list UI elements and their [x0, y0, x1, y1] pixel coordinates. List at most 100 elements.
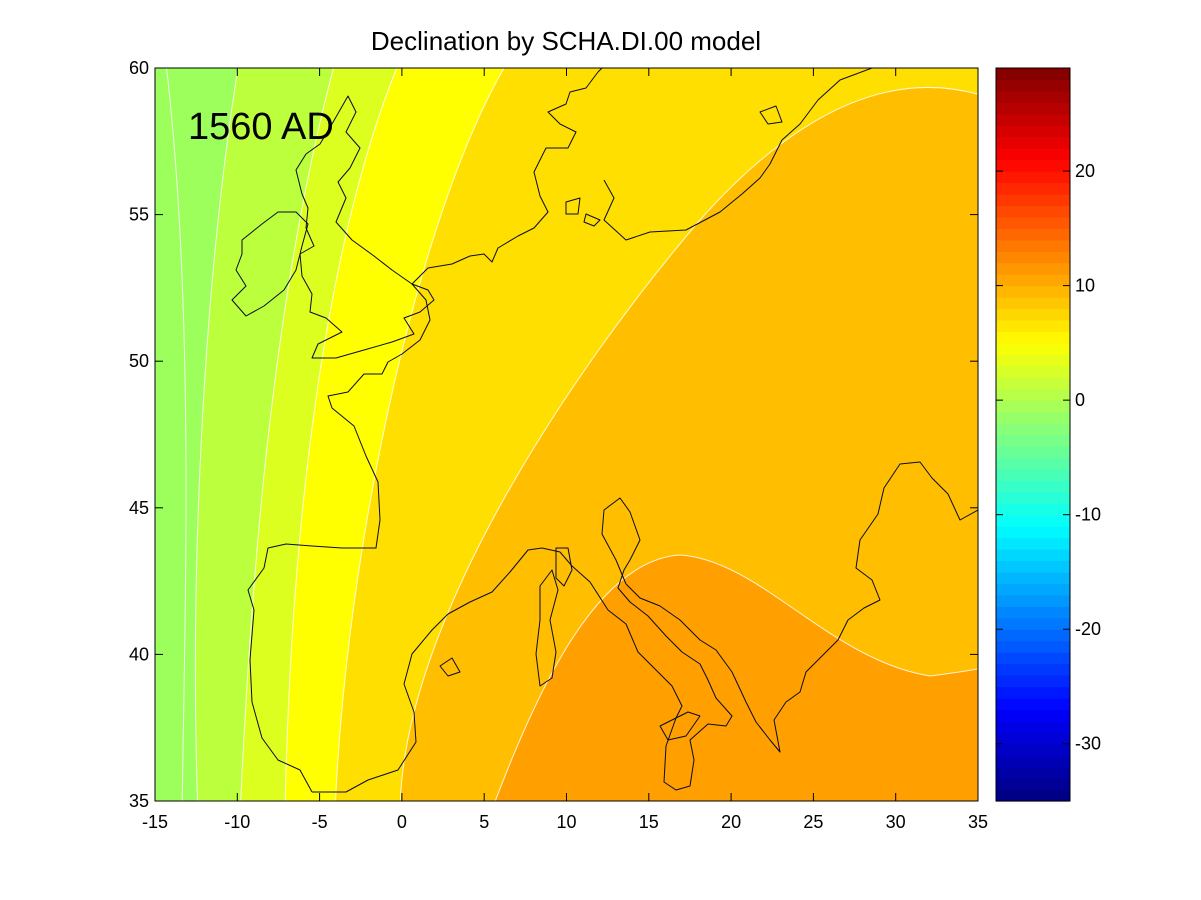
colorbar-swatch — [996, 285, 1070, 298]
colorbar-swatch — [996, 514, 1070, 527]
coastline — [295, 95, 435, 359]
colorbar-swatch — [996, 732, 1070, 745]
colorbar-swatch — [996, 79, 1070, 92]
colorbar-swatch — [996, 537, 1070, 550]
colorbar-swatch — [996, 171, 1070, 184]
colorbar-swatch — [996, 262, 1070, 275]
colorbar-swatch — [996, 560, 1070, 573]
colorbar-swatch — [996, 388, 1070, 401]
colorbar-swatch — [996, 148, 1070, 161]
colorbar-swatch — [996, 606, 1070, 619]
colorbar-swatch — [996, 125, 1070, 138]
x-axis: -15 -10 -5 0 5 10 15 20 25 30 35 — [142, 68, 988, 832]
colorbar-swatch — [996, 274, 1070, 287]
contour-lines — [166, 68, 978, 801]
colorbar-swatch — [996, 445, 1070, 459]
coastline — [759, 105, 783, 125]
colorbar-tick-label: 0 — [1075, 390, 1085, 410]
colorbar-tick-label: 10 — [1075, 276, 1095, 296]
contour-bands — [155, 68, 978, 801]
colorbar-swatch — [996, 102, 1070, 115]
contour-line — [284, 68, 398, 801]
colorbar-swatch — [996, 663, 1070, 676]
coastline — [231, 211, 309, 317]
colorbar-swatch — [996, 709, 1070, 722]
x-tick-label: 15 — [639, 812, 659, 832]
coastline — [565, 197, 581, 215]
colorbar-swatch — [996, 629, 1070, 642]
coastline — [555, 547, 573, 587]
colorbar-swatch — [996, 526, 1070, 539]
colorbar-swatch — [996, 411, 1070, 424]
contour-line — [399, 87, 978, 801]
colorbar-swatch — [996, 743, 1070, 756]
colorbar-swatch — [996, 365, 1070, 378]
x-tick-label: 10 — [556, 812, 576, 832]
colorbar: 20 10 0 -10 -20 -30 — [995, 67, 1101, 802]
y-tick-label: 55 — [129, 205, 149, 225]
colorbar-swatch — [996, 755, 1070, 768]
contour-line — [166, 68, 187, 801]
contour-line — [494, 554, 978, 801]
colorbar-tick-label: -30 — [1075, 734, 1101, 754]
colorbar-swatch — [996, 766, 1070, 779]
colorbar-swatch — [996, 434, 1070, 447]
colorbar-swatch — [996, 68, 1070, 81]
colorbar-swatch — [996, 297, 1070, 310]
y-tick-label: 40 — [129, 644, 149, 664]
colorbar-swatch — [996, 159, 1070, 172]
y-tick-label: 35 — [129, 791, 149, 811]
x-tick-label: -5 — [312, 812, 328, 832]
colorbar-ticks: 20 10 0 -10 -20 -30 — [996, 161, 1101, 754]
colorbar-swatch — [996, 480, 1070, 493]
colorbar-swatch — [996, 239, 1070, 252]
colorbar-tick-label: -20 — [1075, 619, 1101, 639]
y-tick-label: 50 — [129, 351, 149, 371]
coastline — [583, 213, 601, 227]
colorbar-swatch — [996, 571, 1070, 584]
y-axis: 35 40 45 50 55 60 — [129, 58, 978, 811]
chart-title: Declination by SCHA.DI.00 model — [371, 26, 761, 56]
colorbar-swatch — [996, 583, 1070, 596]
colorbar-frame — [995, 67, 1071, 802]
contour-band — [400, 87, 978, 801]
colorbar-swatch — [996, 423, 1070, 436]
y-tick-label: 60 — [129, 58, 149, 78]
coastline — [535, 569, 559, 687]
colorbar-swatch — [996, 193, 1070, 207]
colorbar-swatch — [996, 789, 1070, 802]
x-tick-label: 25 — [803, 812, 823, 832]
colorbar-swatch — [996, 697, 1070, 710]
coastline — [247, 68, 603, 793]
coastline — [659, 711, 701, 741]
colorbar-swatch — [996, 90, 1070, 103]
colorbar-swatch — [996, 652, 1070, 665]
colorbar-swatch — [996, 228, 1070, 241]
colorbar-swatch — [996, 216, 1070, 229]
coastline — [439, 657, 461, 677]
colorbar-swatch — [996, 400, 1070, 413]
colorbar-swatch — [996, 319, 1070, 333]
colorbar-swatch — [996, 549, 1070, 562]
colorbar-swatch — [996, 617, 1070, 630]
colorbar-swatch — [996, 136, 1070, 149]
colorbar-swatch — [996, 468, 1070, 481]
colorbar-tick-label: 20 — [1075, 161, 1095, 181]
x-tick-label: 0 — [397, 812, 407, 832]
colorbar-swatch — [996, 675, 1070, 688]
colorbar-swatch — [996, 778, 1070, 791]
colorbar-swatch — [996, 331, 1070, 344]
colorbar-swatch — [996, 251, 1070, 264]
colorbar-tick-label: -10 — [1075, 505, 1101, 525]
colorbar-swatch — [996, 594, 1070, 607]
contour-line — [194, 68, 239, 801]
colorbar-swatch — [996, 457, 1070, 470]
x-tick-label: 30 — [886, 812, 906, 832]
coastline — [312, 497, 733, 793]
contour-line — [335, 68, 505, 801]
plot-area: -15 -10 -5 0 5 10 15 20 25 30 35 35 40 45 50 55 60 1560… — [129, 58, 988, 832]
colorbar-swatch — [996, 308, 1070, 321]
colorbar-swatch — [996, 720, 1070, 733]
x-tick-label: -10 — [224, 812, 250, 832]
